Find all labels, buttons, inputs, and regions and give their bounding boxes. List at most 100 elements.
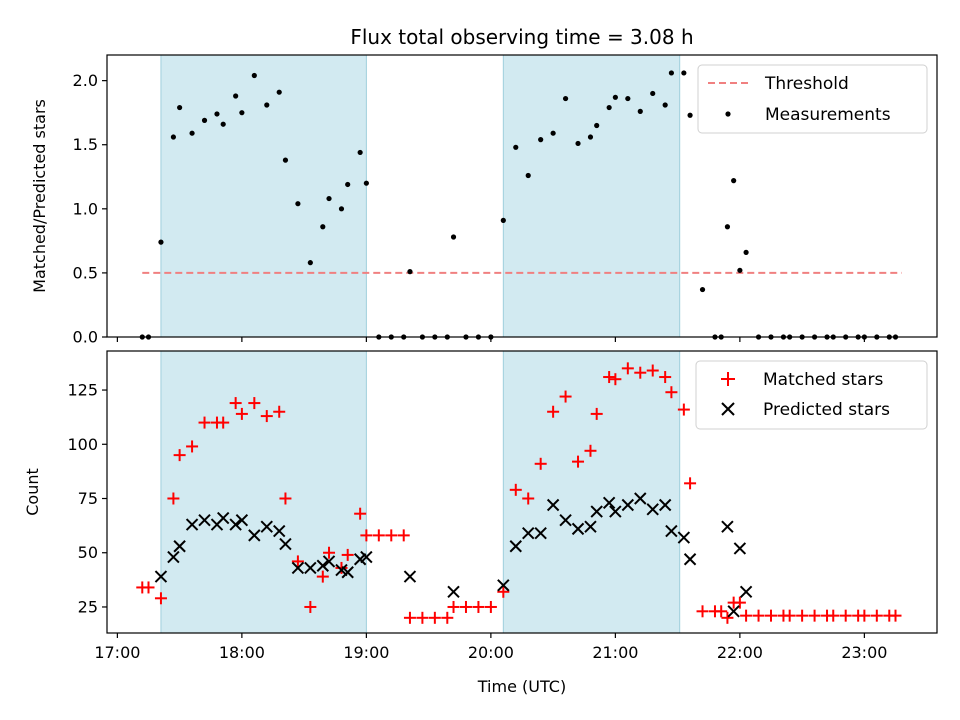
xtick-label-3: 20:00 — [468, 643, 514, 662]
top-ylabel: Matched/Predicted stars — [30, 99, 49, 293]
matched-stars-point-32 — [472, 600, 485, 613]
predicted-stars-point-26 — [534, 527, 547, 540]
matched-stars-point-59 — [752, 609, 765, 622]
measurements-point-38 — [550, 130, 556, 136]
matched-stars-point-15 — [291, 555, 304, 568]
matched-stars-point-62 — [783, 609, 796, 622]
matched-stars-point-4 — [173, 449, 186, 462]
measurements-point-14 — [282, 157, 289, 163]
predicted-stars-point-20 — [360, 550, 373, 564]
predicted-stars-point-41 — [721, 520, 734, 533]
matched-stars-point-41 — [584, 444, 597, 457]
bottom-ytick-label-3: 100 — [67, 435, 98, 454]
bottom-panel: 25 50 75 100 125 17:00 18:00 19:00 20:00 21:00 22:… — [23, 350, 938, 696]
matched-stars-point-14 — [279, 492, 292, 505]
top-ytick-label-1: 0.5 — [73, 263, 98, 282]
matched-stars-point-35 — [509, 483, 522, 496]
matched-stars-point-55 — [721, 611, 734, 624]
predicted-stars-point-14 — [304, 561, 317, 575]
xtick-label-4: 21:00 — [592, 643, 638, 662]
matched-stars-point-12 — [260, 410, 273, 423]
bottom-ytick-label-4: 125 — [67, 381, 98, 400]
predicted-stars-point-2 — [173, 540, 186, 553]
matched-stars-point-70 — [870, 609, 883, 622]
predicted-stars-point-3 — [185, 518, 199, 531]
measurements-point-6 — [201, 117, 208, 123]
matched-stars-point-46 — [634, 366, 647, 379]
matched-stars-point-54 — [715, 605, 728, 618]
top-observing-window-2 — [502, 54, 681, 338]
matched-stars-point-40 — [572, 455, 585, 468]
top-axes-frame — [106, 54, 938, 338]
matched-stars-point-5 — [186, 440, 199, 453]
matched-stars-point-58 — [740, 609, 753, 622]
predicted-stars-point-27 — [546, 498, 560, 512]
matched-legend-marker — [721, 372, 735, 386]
predicted-stars-point-34 — [621, 498, 635, 512]
predicted-stars-point-30 — [584, 520, 597, 533]
measurements-point-9 — [233, 93, 239, 99]
measurements-point-18 — [326, 195, 332, 202]
xtick-label-0: 17:00 — [94, 643, 140, 662]
measurements-point-47 — [650, 90, 656, 97]
measurements-point-16 — [307, 260, 313, 266]
bottom-ytick-label-1: 50 — [78, 543, 98, 562]
top-observing-window-1 — [160, 54, 367, 338]
matched-stars-point-48 — [659, 371, 672, 384]
measurements-point-3 — [170, 134, 176, 140]
measurements-point-51 — [687, 112, 693, 118]
predicted-legend-label: Predicted stars — [763, 400, 890, 420]
measurements-point-7 — [214, 111, 220, 117]
matched-stars-point-44 — [609, 373, 622, 386]
matched-legend-label: Matched stars — [763, 370, 883, 390]
top-ytick-label-2: 1.0 — [73, 199, 98, 218]
measurements-point-13 — [276, 89, 282, 95]
measurements-legend-marker — [725, 111, 731, 117]
predicted-stars-point-33 — [609, 505, 622, 518]
xtick-label-2: 19:00 — [343, 643, 389, 662]
measurements-point-10 — [239, 110, 245, 116]
matched-stars-point-23 — [372, 529, 385, 542]
matched-stars-point-8 — [217, 416, 230, 429]
predicted-stars-point-39 — [677, 531, 691, 544]
predicted-stars-point-10 — [260, 520, 273, 533]
matched-stars-point-69 — [858, 609, 871, 622]
matched-stars-point-10 — [235, 407, 248, 420]
bottom-observing-window-1 — [160, 350, 367, 634]
predicted-stars-point-18 — [341, 566, 354, 579]
matched-stars-point-19 — [335, 561, 348, 574]
measurements-point-8 — [220, 121, 226, 127]
predicted-stars-point-32 — [602, 496, 616, 510]
matched-stars-point-22 — [360, 529, 373, 542]
matched-stars-point-31 — [459, 600, 472, 613]
bottom-observing-window-2 — [502, 350, 681, 634]
measurements-point-19 — [338, 206, 345, 212]
matched-stars-point-45 — [621, 362, 634, 375]
bottom-legend: Matched stars Predicted stars — [695, 360, 928, 430]
xtick-label-5: 22:00 — [717, 643, 763, 662]
matched-stars-point-51 — [684, 477, 697, 490]
predicted-stars-point-40 — [683, 553, 697, 566]
measurements-point-40 — [575, 140, 581, 147]
matched-stars-point-38 — [547, 405, 560, 418]
measurements-legend-label: Measurements — [765, 105, 891, 125]
matched-stars-point-3 — [167, 492, 180, 505]
measurements-point-36 — [525, 172, 531, 179]
predicted-stars-point-44 — [739, 585, 753, 598]
matched-stars-point-66 — [827, 609, 840, 622]
predicted-stars-point-35 — [634, 492, 647, 505]
measurements-point-35 — [513, 144, 519, 150]
matched-stars-point-28 — [428, 611, 441, 624]
measurements-point-37 — [538, 137, 544, 143]
matched-stars-point-39 — [559, 390, 572, 403]
predicted-stars-point-9 — [248, 529, 261, 542]
matched-stars-point-24 — [385, 529, 398, 542]
matched-stars-point-43 — [603, 371, 616, 384]
measurements-point-58 — [743, 249, 749, 255]
top-ytick-label-0: 0.0 — [73, 328, 98, 347]
predicted-stars-point-42 — [727, 605, 740, 618]
threshold-legend-label: Threshold — [764, 74, 849, 94]
matched-stars-point-57 — [733, 596, 746, 609]
matched-stars-point-1 — [142, 581, 155, 594]
bottom-axes-frame — [106, 350, 938, 634]
